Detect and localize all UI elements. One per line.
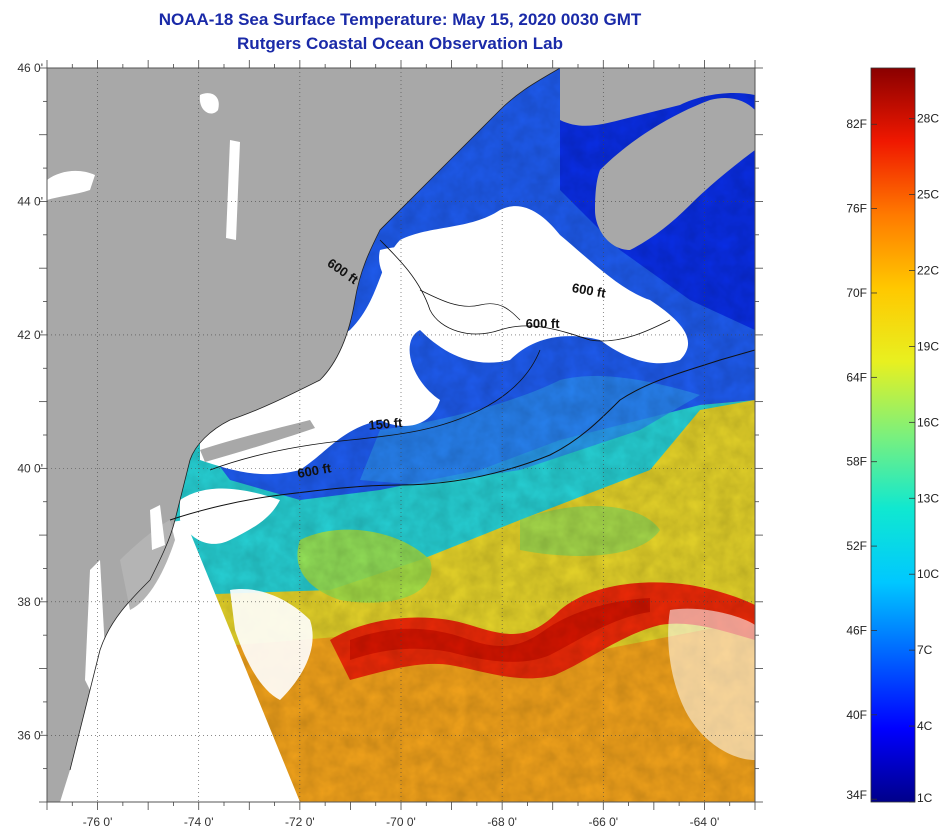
lake-small <box>199 93 219 114</box>
lon-tick-label: -74 0' <box>184 815 214 829</box>
contour-600ft-gom <box>379 239 671 342</box>
cloud-mask-north <box>200 206 689 475</box>
colorbar-fahrenheit-label: 64F <box>846 370 867 384</box>
lat-tick-label: 36 0' <box>17 728 43 742</box>
cloud-mask-southwest <box>230 589 313 700</box>
colorbar-celsius-label: 4C <box>917 719 933 733</box>
contour-label: 600 ft <box>296 460 333 481</box>
axis-labels: -76 0' -74 0' -72 0' -70 0' -68 0' -66 0' -64 … <box>17 61 719 829</box>
colorbar-labels: 28C 25C 22C 19C 16C 13C 10C 7C 4C 1C 82F 76F 70F 64F 5… <box>846 112 939 805</box>
contour-inner-gom <box>419 289 521 321</box>
land-canada-north <box>560 68 755 126</box>
lon-tick-label: -76 0' <box>83 815 113 829</box>
coastline <box>69 68 561 771</box>
colorbar-celsius-label: 28C <box>917 112 939 126</box>
lat-tick-label: 44 0' <box>17 194 43 208</box>
lat-tick-label: 40 0' <box>17 461 43 475</box>
colorbar-celsius-label: 16C <box>917 415 939 429</box>
lat-tick-label: 38 0' <box>17 595 43 609</box>
cloud-mask-gulfmaine <box>379 246 511 321</box>
map-title: NOAA-18 Sea Surface Temperature: May 15,… <box>158 10 642 29</box>
lake-ontario <box>47 170 95 200</box>
colorbar-fahrenheit-label: 40F <box>846 708 867 722</box>
colorbar-fahrenheit-label: 58F <box>846 455 867 469</box>
lake-champlain <box>226 140 240 240</box>
colorbar-fahrenheit-label: 82F <box>846 117 867 131</box>
cloud-speckle-east <box>668 608 755 760</box>
bay-chesapeake <box>85 560 105 700</box>
lat-tick-label: 42 0' <box>17 328 43 342</box>
lon-tick-label: -64 0' <box>690 815 720 829</box>
land-nova-scotia <box>595 98 755 250</box>
colorbar-celsius-label: 7C <box>917 643 933 657</box>
colorbar-celsius-label: 25C <box>917 188 939 202</box>
frame-ticks <box>39 60 763 810</box>
colorbar-fahrenheit-label: 70F <box>846 286 867 300</box>
contour-label: 600 ft <box>571 280 608 301</box>
colorbar-fahrenheit-label: 52F <box>846 539 867 553</box>
bay-delaware <box>150 505 165 550</box>
lat-tick-label: 46 0' <box>17 61 43 75</box>
contour-600ft-shelf <box>169 349 755 521</box>
colorbar-celsius-label: 1C <box>917 791 933 805</box>
lon-tick-label: -70 0' <box>386 815 416 829</box>
lon-tick-label: -68 0' <box>487 815 517 829</box>
colorbar-celsius-label: 13C <box>917 491 939 505</box>
contour-label: 150 ft <box>368 415 404 433</box>
lon-tick-label: -66 0' <box>588 815 618 829</box>
colorbar-fahrenheit-label: 34F <box>846 788 867 802</box>
land-mainland <box>47 68 560 802</box>
lon-tick-label: -72 0' <box>285 815 315 829</box>
contour-150ft <box>209 349 541 471</box>
colorbar <box>870 67 916 803</box>
cloud-mask-coastal <box>180 488 280 544</box>
contour-label: 600 ft <box>526 316 561 331</box>
map-subtitle: Rutgers Coastal Ocean Observation Lab <box>237 34 563 53</box>
land-long-island <box>200 420 315 462</box>
colorbar-celsius-label: 19C <box>917 339 939 353</box>
colorbar-fahrenheit-label: 46F <box>846 623 867 637</box>
colorbar-fahrenheit-label: 76F <box>846 202 867 216</box>
colorbar-celsius-label: 22C <box>917 263 939 277</box>
colorbar-celsius-label: 10C <box>917 567 939 581</box>
